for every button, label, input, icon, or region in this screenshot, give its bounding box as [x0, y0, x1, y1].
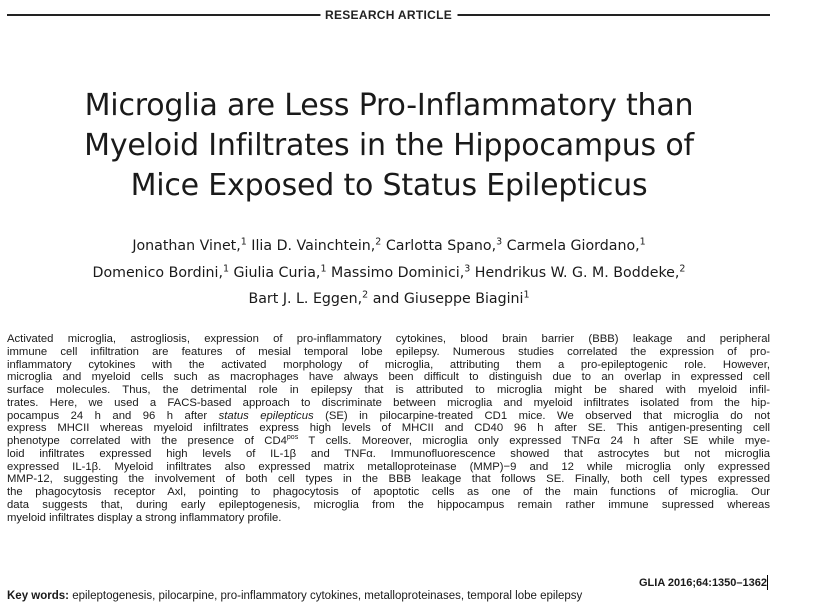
article-title: Microglia are Less Pro-Inflammatory than… — [0, 86, 778, 206]
keywords: Key words: epileptogenesis, pilocarpine,… — [7, 589, 777, 603]
abstract-line: surface molecules. Thus, the detrimental… — [7, 384, 770, 396]
abstract-text: phenotype correlated with the presence o… — [7, 435, 287, 447]
affiliation-marker: 3 — [496, 236, 503, 248]
author-line: Jonathan Vinet,1 Ilia D. Vainchtein,2 Ca… — [0, 233, 778, 260]
abstract-line: trates. Here, we used a FACS-based appro… — [7, 396, 770, 409]
author-list: Jonathan Vinet,1 Ilia D. Vainchtein,2 Ca… — [0, 233, 778, 313]
author-name: Carmela Giordano, — [502, 238, 640, 254]
abstract-line: expressed IL-1β. Myeloid infiltrates als… — [7, 460, 770, 473]
affiliation-marker: 2 — [362, 289, 369, 301]
affiliation-marker: 1 — [320, 262, 327, 274]
abstract-line: Activated microglia, astrogliosis, expre… — [7, 333, 770, 345]
journal-citation: GLIA 2016;64:1350–1362 — [638, 577, 767, 589]
author-name: Ilia D. Vainchtein, — [246, 238, 376, 254]
author-name: and Giuseppe Biagini — [368, 291, 524, 307]
abstract-line: data suggests that, during early epilept… — [7, 498, 770, 511]
author-name: Carlotta Spano, — [381, 238, 497, 254]
abstract-superscript: pos — [286, 434, 299, 442]
affiliation-marker: 3 — [464, 262, 471, 274]
author-name: Bart J. L. Eggen, — [248, 291, 363, 307]
affiliation-marker: 1 — [240, 236, 247, 248]
author-name: Giulia Curia, — [229, 264, 321, 281]
affiliation-marker: 1 — [523, 289, 530, 301]
author-name: Jonathan Vinet, — [132, 238, 241, 254]
author-name: Massimo Dominici, — [326, 264, 465, 281]
text-cursor — [767, 575, 768, 590]
keywords-label: Key words: — [7, 590, 69, 602]
abstract-line: microglia and myeloid cells such as macr… — [7, 371, 770, 384]
affiliation-marker: 2 — [375, 236, 382, 248]
abstract-line: loid infiltrates expressed high levels o… — [7, 447, 770, 460]
abstract-line: express MHCII whereas myeloid infiltrate… — [7, 422, 770, 435]
title-line: Myeloid Infiltrates in the Hippocampus o… — [84, 128, 694, 163]
author-line: Domenico Bordini,1 Giulia Curia,1 Massim… — [0, 260, 778, 287]
abstract-text: (SE) in pilocarpine-treated CD1 mice. We… — [313, 409, 770, 422]
section-label: RESEARCH ARTICLE — [319, 6, 458, 24]
abstract-text: T cells. Moreover, microglia only expres… — [298, 435, 771, 447]
abstract-italic-term: status epilepticus — [218, 409, 314, 422]
abstract-line: myeloid infiltrates display a strong inf… — [7, 511, 282, 524]
section-header: RESEARCH ARTICLE — [7, 6, 770, 24]
author-line: Bart J. L. Eggen,2 and Giuseppe Biagini1 — [0, 286, 778, 313]
abstract-text: pocampus 24 h and 96 h after — [7, 409, 219, 422]
author-name: Hendrikus W. G. M. Boddeke, — [470, 264, 680, 281]
abstract-line: phenotype correlated with the presence o… — [7, 434, 771, 448]
title-line: Mice Exposed to Status Epilepticus — [130, 168, 648, 203]
abstract-line: inflammatory cytokines with the activate… — [7, 358, 770, 371]
abstract-line: MMP-12, suggesting the involvement of bo… — [7, 473, 770, 486]
affiliation-marker: 1 — [222, 262, 230, 274]
abstract-line: pocampus 24 h and 96 h after status epil… — [7, 410, 770, 423]
abstract-line: the phagocytosis receptor Axl, pointing … — [7, 486, 770, 498]
affiliation-marker: 1 — [639, 236, 646, 248]
abstract-line: immune cell infiltration are features of… — [7, 345, 770, 358]
keywords-text: epileptogenesis, pilocarpine, pro-inflam… — [69, 590, 583, 602]
affiliation-marker: 2 — [679, 262, 686, 274]
abstract: Activated microglia, astrogliosis, expre… — [7, 333, 770, 524]
title-line: Microglia are Less Pro-Inflammatory than — [84, 88, 694, 123]
author-name: Domenico Bordini, — [92, 264, 223, 281]
